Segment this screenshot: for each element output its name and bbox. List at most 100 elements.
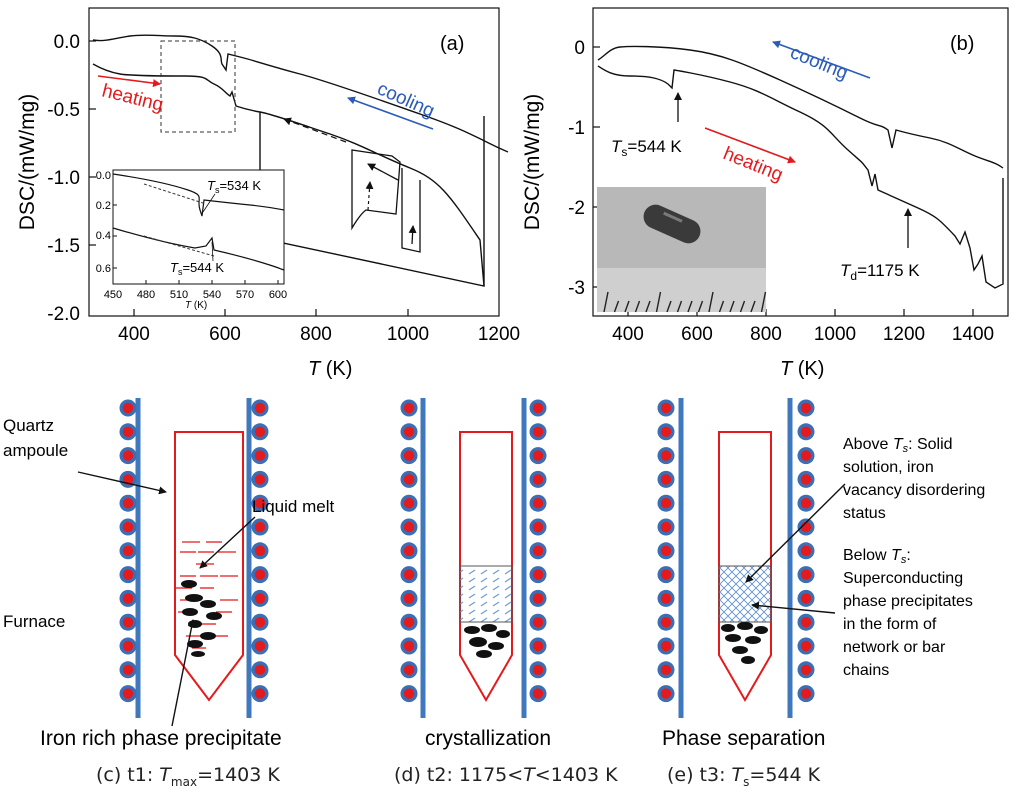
- label-below-ts-2: Superconducting: [843, 570, 963, 587]
- stage-d-title: crystallization: [425, 727, 551, 750]
- liquid-melt-arrow: [199, 516, 256, 569]
- chart-a-xlabel: T (K): [308, 358, 352, 380]
- heating-coil-core: [800, 640, 812, 652]
- heating-coil-core: [122, 474, 134, 485]
- heating-coil-core: [660, 474, 672, 485]
- ruler-tick: [655, 291, 662, 313]
- chart-b: 0 -1 -2 -3 400 600 800 1000 1200 1400 T …: [521, 7, 1009, 380]
- ruler-tick: [750, 300, 756, 313]
- chart-b-xtick-0: 400: [612, 324, 644, 345]
- chart-b-xtick-2: 800: [750, 324, 782, 345]
- ruler-tick: [676, 300, 683, 313]
- chart-b-ytick-3: -3: [568, 278, 585, 299]
- heating-coil-core: [403, 474, 415, 485]
- chart-a-ytick-1: -0.5: [47, 100, 80, 121]
- chart-a-inset-baseline-2: [143, 235, 215, 257]
- label-furnace: Furnace: [3, 612, 65, 631]
- heating-coil-core: [122, 664, 134, 675]
- heating-coil-core: [800, 593, 812, 604]
- label-above-ts-3: vacancy disordering: [843, 482, 985, 499]
- heating-coil-core: [800, 617, 812, 628]
- heating-coil-core: [800, 426, 812, 437]
- heating-coil-core: [800, 450, 812, 461]
- heating-coil-core: [403, 402, 415, 414]
- chart-a-inset-xtick-3: 540: [203, 289, 221, 301]
- heating-coil-core: [403, 617, 415, 628]
- chart-a-ticks: [89, 40, 409, 316]
- heating-coil-core: [254, 498, 266, 509]
- chart-a-inset-xtick-1: 480: [137, 289, 155, 301]
- chart-a-inset-ytick-0: 0.0: [96, 170, 111, 182]
- chart-a-zoom-box: [160, 40, 236, 133]
- heating-coil-core: [403, 569, 415, 580]
- heating-coil-core: [660, 450, 672, 461]
- heating-coil-core: [122, 640, 134, 652]
- chart-a-inset-baseline-1: [143, 183, 207, 205]
- label-below-ts-3: phase precipitates: [843, 593, 973, 610]
- photo-sample-rod: [643, 204, 701, 244]
- photo-ruler: [597, 268, 766, 312]
- stage-e-caption: (e) t3: Ts=544 K: [667, 764, 821, 789]
- heating-coil-core: [403, 593, 415, 604]
- chart-b-ts-label: Ts=544 K: [611, 137, 682, 159]
- ruler-tick: [645, 300, 651, 313]
- heating-coil-core: [532, 664, 544, 675]
- chart-a-heating-label: heating: [100, 80, 166, 115]
- chart-b-ytick-1: -1: [568, 118, 585, 139]
- heating-coil-core: [660, 521, 672, 533]
- chart-a-heating-curve: [92, 63, 485, 287]
- chart-a-dashed-arrow: [283, 117, 347, 143]
- heating-coil-core: [532, 426, 544, 437]
- chart-a: 0.0 -0.5 -1.0 -1.5 -2.0 400 600 800 1000…: [16, 7, 520, 380]
- label-quartz-2: ampoule: [3, 441, 68, 460]
- chart-a-inset-ts-cool: Ts=534 K: [207, 178, 261, 195]
- chart-a-inset-frame: [112, 169, 285, 285]
- heating-coil-core: [532, 545, 544, 556]
- stage-c-title: Iron rich phase precipitate: [40, 727, 282, 750]
- heating-coil-core: [403, 498, 415, 509]
- chart-b-xtick-4: 1200: [883, 324, 925, 345]
- heating-coil-core: [122, 688, 134, 699]
- chart-a-heating-arrow: [97, 75, 161, 88]
- schematic-labels: Quartz ampoule Liquid melt Furnace Above…: [3, 416, 985, 679]
- ruler-tick: [739, 300, 746, 313]
- chart-b-ytick-0: 0: [574, 38, 585, 59]
- chart-b-td-label: Td=1175 K: [840, 261, 920, 283]
- heating-coil-core: [403, 521, 415, 533]
- chart-a-y-tick-labels: 0.0 -0.5 -1.0 -1.5 -2.0: [47, 32, 80, 325]
- iron-precipitates-c: [181, 580, 222, 657]
- heating-coil-core: [403, 664, 415, 675]
- heating-coil-core: [660, 426, 672, 437]
- above-ts-arrow: [745, 483, 846, 583]
- chart-a-x-tick-labels: 400 600 800 1000 1200: [118, 324, 520, 345]
- heating-coil-core: [660, 569, 672, 580]
- chart-a-ylabel: DSC/(mW/mg): [16, 94, 39, 230]
- chart-b-sample-photo: [597, 187, 767, 313]
- heating-coil-core: [122, 402, 134, 414]
- heating-coil-core: [254, 450, 266, 461]
- label-below-ts-6: chains: [843, 662, 889, 679]
- chart-b-xtick-1: 600: [681, 324, 713, 345]
- heating-coil-core: [403, 640, 415, 652]
- heating-coil-core: [532, 617, 544, 628]
- chart-b-panel-label: (b): [950, 33, 974, 55]
- ruler-tick: [634, 300, 641, 313]
- heating-coil-core: [254, 569, 266, 580]
- chart-b-y-tick-labels: 0 -1 -2 -3: [568, 38, 585, 299]
- heating-coil-core: [403, 545, 415, 556]
- heating-coil-core: [254, 426, 266, 437]
- ruler-tick: [718, 300, 725, 313]
- chart-a-xtick-2: 800: [300, 324, 332, 345]
- chart-a-inset-xtick-4: 570: [236, 289, 254, 301]
- chart-a-xtick-4: 1200: [478, 324, 520, 345]
- heating-coil-core: [800, 569, 812, 580]
- chart-a-inset-ytick-2: 0.4: [96, 230, 111, 242]
- heating-coil-core: [254, 521, 266, 533]
- chart-a-inset-ytick-1: 0.2: [96, 200, 111, 212]
- chart-a-inner-arrow: [367, 163, 399, 181]
- label-below-ts-1: Below Ts:: [843, 547, 911, 566]
- label-above-ts-4: status: [843, 505, 886, 522]
- label-liquid-melt: Liquid melt: [252, 497, 334, 516]
- chart-a-inset-xtick-5: 600: [269, 289, 287, 301]
